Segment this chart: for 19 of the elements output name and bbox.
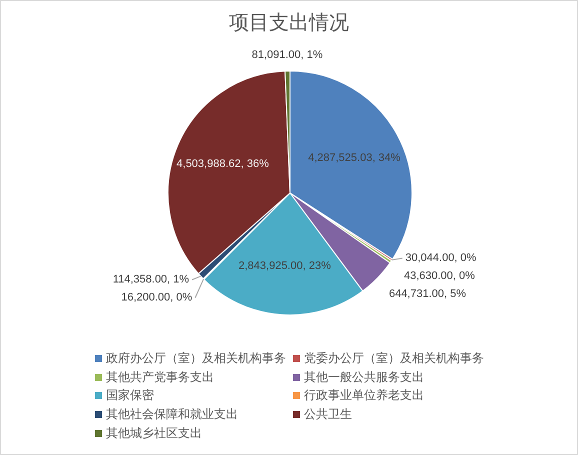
data-label: 114,358.00, 1%: [112, 274, 190, 286]
data-label: 16,200.00, 0%: [121, 292, 192, 304]
chart-title: 项目支出情况: [228, 11, 350, 36]
legend-label: 国家保密: [106, 387, 154, 404]
data-label: 81,091.00, 1%: [252, 49, 323, 62]
legend-label: 行政事业单位养老支出: [304, 387, 424, 404]
legend-label: 党委办公厅（室）及相关机构事务: [304, 350, 484, 367]
data-label: 2,843,925.00, 23%: [238, 260, 332, 272]
legend-label: 公共卫生: [304, 406, 352, 423]
legend-label: 其他共产党事务支出: [106, 368, 214, 386]
data-label: 30,044.00, 0%: [405, 252, 477, 264]
data-label: 4,287,525.03, 34%: [308, 152, 401, 164]
legend-label: 其他城乡社区支出: [106, 424, 202, 442]
data-label: 644,731.00, 5%: [388, 288, 466, 300]
legend-label: 其他一般公共服务支出: [304, 368, 424, 386]
data-label: 43,630.00, 0%: [404, 270, 476, 282]
legend-label: 其他社会保障和就业支出: [106, 406, 238, 423]
data-label: 4,503,988.62, 36%: [176, 158, 270, 170]
legend-label: 政府办公厅（室）及相关机构事务: [106, 350, 286, 367]
